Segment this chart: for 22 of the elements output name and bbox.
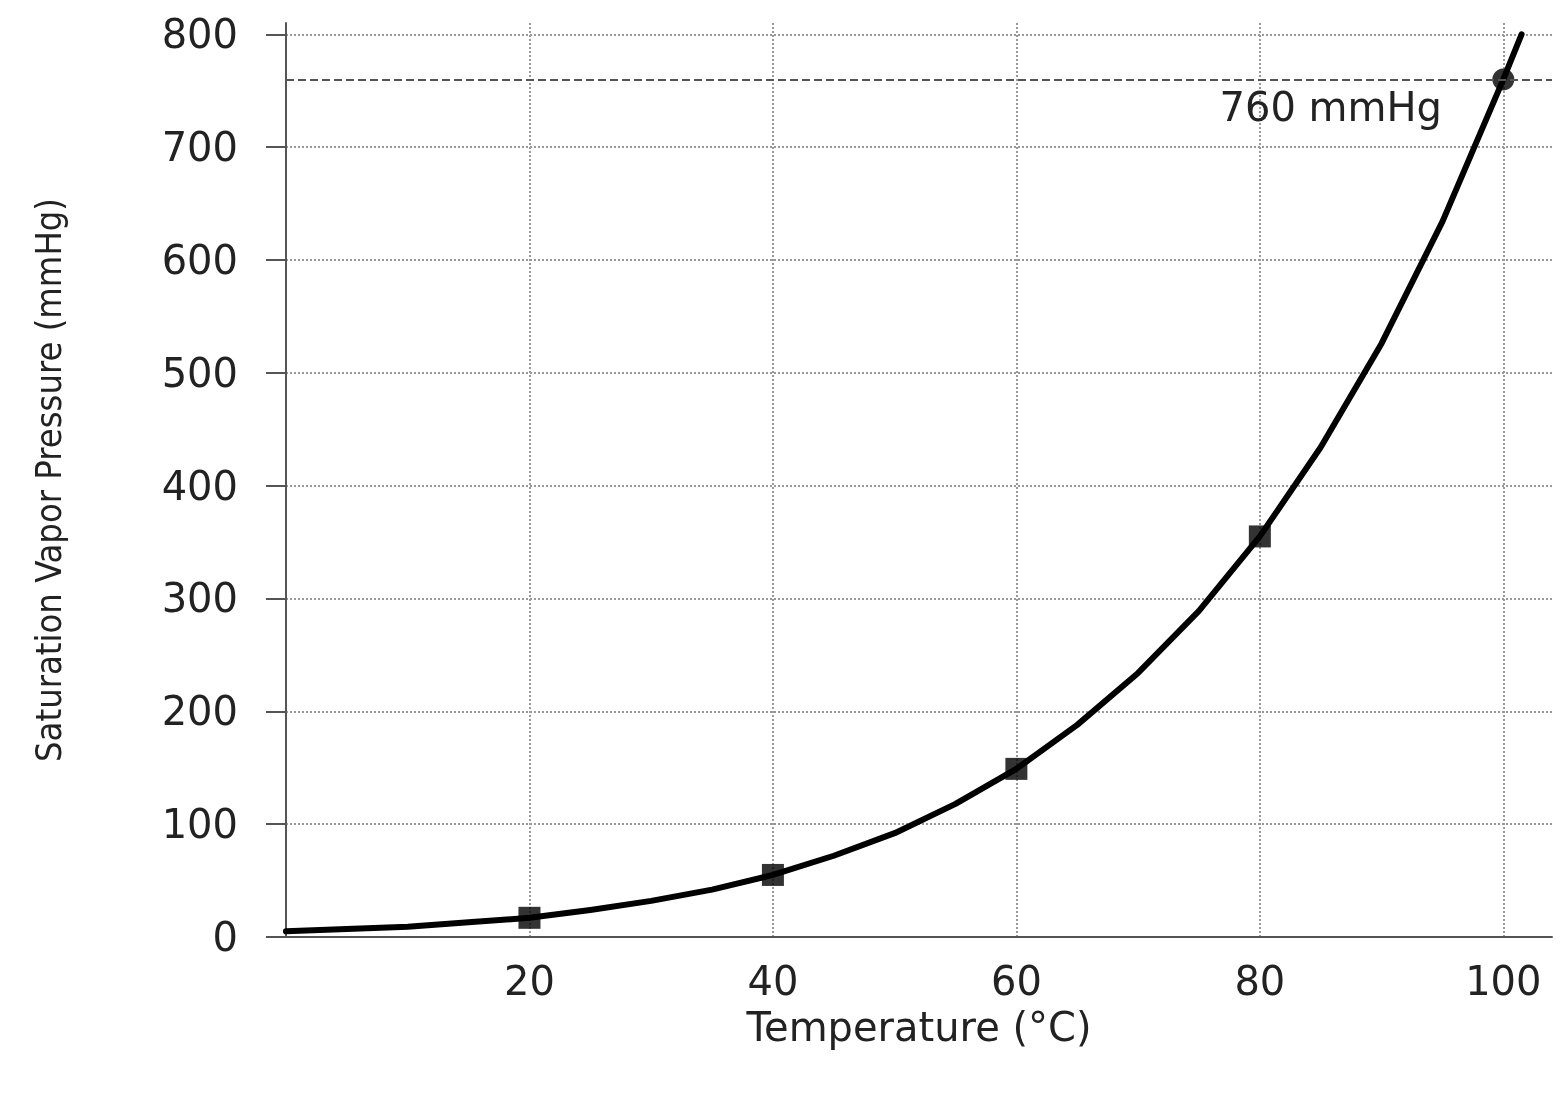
x-tick-label: 80 [1234,958,1286,1004]
x-tick-label: 100 [1465,958,1542,1004]
y-tick-label: 300 [161,575,238,622]
y-tick-label: 700 [161,124,238,171]
y-tick-label: 600 [161,236,238,283]
y-tick-label: 800 [161,11,238,58]
y-tick-label: 400 [161,462,238,509]
x-axis-title: Temperature (°C) [745,1004,1092,1050]
x-tick-label: 20 [504,958,555,1004]
point [1492,68,1515,91]
y-tick-label: 0 [212,914,238,960]
point [1005,757,1028,780]
point [761,863,784,886]
y-axis-title: Saturation Vapor Pressure (mmHg) [27,198,69,762]
y-tick-label: 500 [161,349,238,396]
x-tick-label: 60 [990,958,1042,1004]
ref-line-label: 760 mmHg [1219,84,1442,131]
y-tick-label: 200 [161,688,238,735]
x-tick-label: 40 [747,958,799,1004]
y-tick-label: 100 [161,801,238,848]
point [518,906,541,929]
point [1248,525,1271,548]
